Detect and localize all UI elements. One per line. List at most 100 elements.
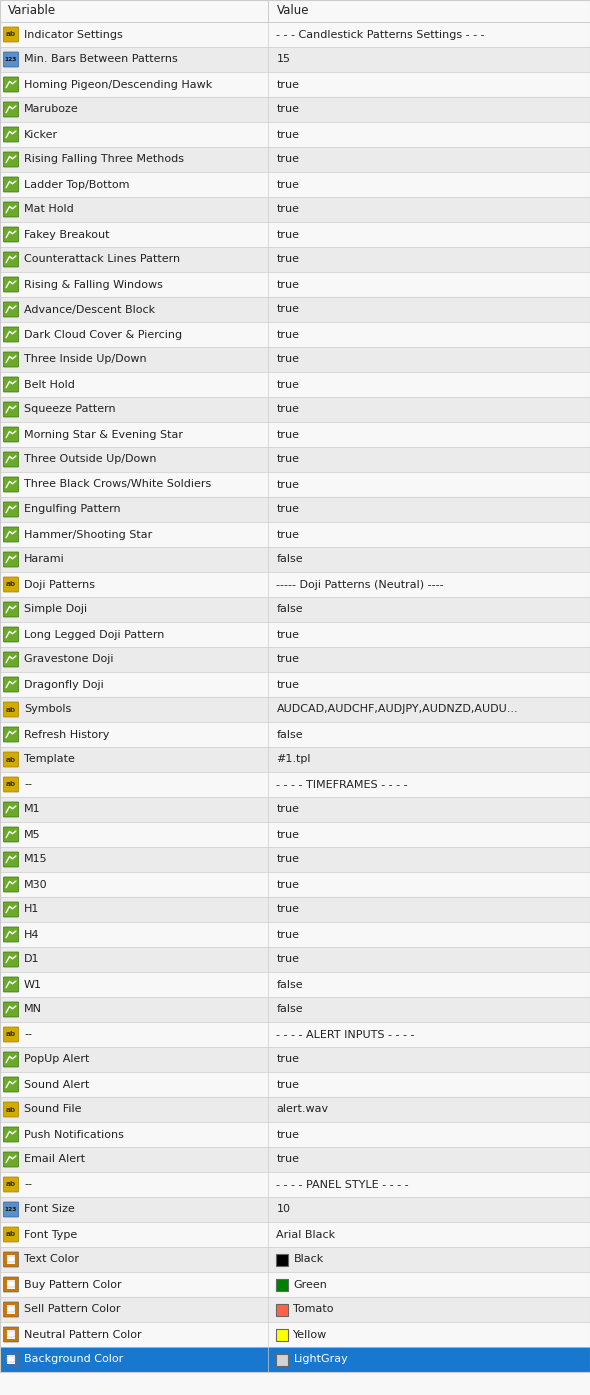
Text: Doji Patterns: Doji Patterns bbox=[24, 579, 95, 590]
Text: Engulfing Pattern: Engulfing Pattern bbox=[24, 505, 120, 515]
Bar bbox=[7, 1306, 15, 1310]
Text: #1.tpl: #1.tpl bbox=[277, 755, 311, 764]
Bar bbox=[0, 247, 590, 272]
Bar bbox=[0, 322, 590, 347]
Text: true: true bbox=[277, 1155, 300, 1165]
Text: ab: ab bbox=[6, 32, 16, 38]
Text: H4: H4 bbox=[24, 929, 40, 939]
Bar bbox=[0, 771, 590, 797]
Text: Maruboze: Maruboze bbox=[24, 105, 78, 114]
FancyBboxPatch shape bbox=[4, 301, 18, 317]
Text: Template: Template bbox=[24, 755, 75, 764]
Text: Dark Cloud Cover & Piercing: Dark Cloud Cover & Piercing bbox=[24, 329, 182, 339]
FancyBboxPatch shape bbox=[4, 603, 18, 617]
Text: ab: ab bbox=[6, 582, 16, 587]
Text: Gravestone Doji: Gravestone Doji bbox=[24, 654, 113, 664]
Text: Buy Pattern Color: Buy Pattern Color bbox=[24, 1279, 122, 1289]
Text: Sound Alert: Sound Alert bbox=[24, 1080, 89, 1089]
Bar bbox=[7, 1331, 15, 1336]
FancyBboxPatch shape bbox=[4, 1052, 18, 1067]
Text: Text Color: Text Color bbox=[24, 1254, 79, 1264]
Bar bbox=[0, 222, 590, 247]
Bar bbox=[0, 197, 590, 222]
FancyBboxPatch shape bbox=[4, 352, 18, 367]
Text: ab: ab bbox=[6, 756, 16, 763]
FancyBboxPatch shape bbox=[4, 702, 18, 717]
Text: ab: ab bbox=[6, 706, 16, 713]
Text: true: true bbox=[277, 505, 300, 515]
Bar bbox=[0, 1197, 590, 1222]
Text: false: false bbox=[277, 730, 303, 739]
Bar bbox=[7, 1306, 15, 1311]
Text: true: true bbox=[277, 405, 300, 414]
Bar bbox=[0, 547, 590, 572]
FancyBboxPatch shape bbox=[4, 852, 18, 868]
FancyBboxPatch shape bbox=[4, 227, 18, 241]
FancyBboxPatch shape bbox=[4, 552, 18, 566]
Text: true: true bbox=[277, 679, 300, 689]
FancyBboxPatch shape bbox=[4, 1027, 18, 1042]
Text: true: true bbox=[277, 230, 300, 240]
Text: Morning Star & Evening Star: Morning Star & Evening Star bbox=[24, 430, 183, 439]
Text: Push Notifications: Push Notifications bbox=[24, 1130, 124, 1140]
Text: Rising Falling Three Methods: Rising Falling Three Methods bbox=[24, 155, 184, 165]
Text: --: -- bbox=[24, 780, 32, 790]
FancyBboxPatch shape bbox=[4, 127, 18, 142]
Text: W1: W1 bbox=[24, 979, 42, 989]
Text: true: true bbox=[277, 879, 300, 890]
Text: true: true bbox=[277, 354, 300, 364]
Text: ab: ab bbox=[6, 781, 16, 788]
Bar bbox=[7, 1285, 15, 1289]
FancyBboxPatch shape bbox=[4, 626, 18, 642]
Text: Belt Hold: Belt Hold bbox=[24, 379, 75, 389]
FancyBboxPatch shape bbox=[4, 152, 18, 167]
Bar bbox=[0, 1172, 590, 1197]
FancyBboxPatch shape bbox=[4, 802, 18, 817]
Text: true: true bbox=[277, 329, 300, 339]
Text: true: true bbox=[277, 480, 300, 490]
Bar bbox=[7, 1310, 15, 1314]
Bar bbox=[0, 522, 590, 547]
Text: H1: H1 bbox=[24, 904, 40, 915]
Bar bbox=[0, 947, 590, 972]
Bar bbox=[0, 347, 590, 372]
FancyBboxPatch shape bbox=[4, 651, 18, 667]
Bar bbox=[0, 1272, 590, 1297]
FancyBboxPatch shape bbox=[4, 1202, 18, 1216]
Bar bbox=[0, 972, 590, 997]
FancyBboxPatch shape bbox=[4, 1352, 18, 1367]
Text: Email Alert: Email Alert bbox=[24, 1155, 85, 1165]
Text: ab: ab bbox=[6, 1106, 16, 1112]
Text: true: true bbox=[277, 180, 300, 190]
Bar bbox=[0, 22, 590, 47]
Text: true: true bbox=[277, 1130, 300, 1140]
Bar bbox=[0, 723, 590, 746]
Text: true: true bbox=[277, 929, 300, 939]
Text: true: true bbox=[277, 304, 300, 314]
FancyBboxPatch shape bbox=[4, 326, 18, 342]
Bar bbox=[0, 1023, 590, 1048]
FancyBboxPatch shape bbox=[4, 1127, 18, 1143]
Text: M5: M5 bbox=[24, 830, 41, 840]
FancyBboxPatch shape bbox=[4, 1002, 18, 1017]
Text: true: true bbox=[277, 805, 300, 815]
FancyBboxPatch shape bbox=[4, 578, 18, 591]
Text: LightGray: LightGray bbox=[293, 1355, 348, 1364]
Bar bbox=[0, 746, 590, 771]
Text: Min. Bars Between Patterns: Min. Bars Between Patterns bbox=[24, 54, 178, 64]
Text: ----- Doji Patterns (Neutral) ----: ----- Doji Patterns (Neutral) ---- bbox=[277, 579, 444, 590]
FancyBboxPatch shape bbox=[4, 452, 18, 467]
Bar bbox=[277, 1328, 289, 1341]
Bar bbox=[0, 597, 590, 622]
Text: --: -- bbox=[24, 1180, 32, 1190]
FancyBboxPatch shape bbox=[4, 1251, 18, 1267]
Text: Black: Black bbox=[293, 1254, 324, 1264]
Bar bbox=[0, 572, 590, 597]
Text: true: true bbox=[277, 830, 300, 840]
Bar bbox=[0, 1096, 590, 1122]
Text: true: true bbox=[277, 279, 300, 290]
Bar bbox=[0, 272, 590, 297]
Text: false: false bbox=[277, 1004, 303, 1014]
FancyBboxPatch shape bbox=[4, 402, 18, 417]
Text: Arial Black: Arial Black bbox=[277, 1229, 336, 1240]
